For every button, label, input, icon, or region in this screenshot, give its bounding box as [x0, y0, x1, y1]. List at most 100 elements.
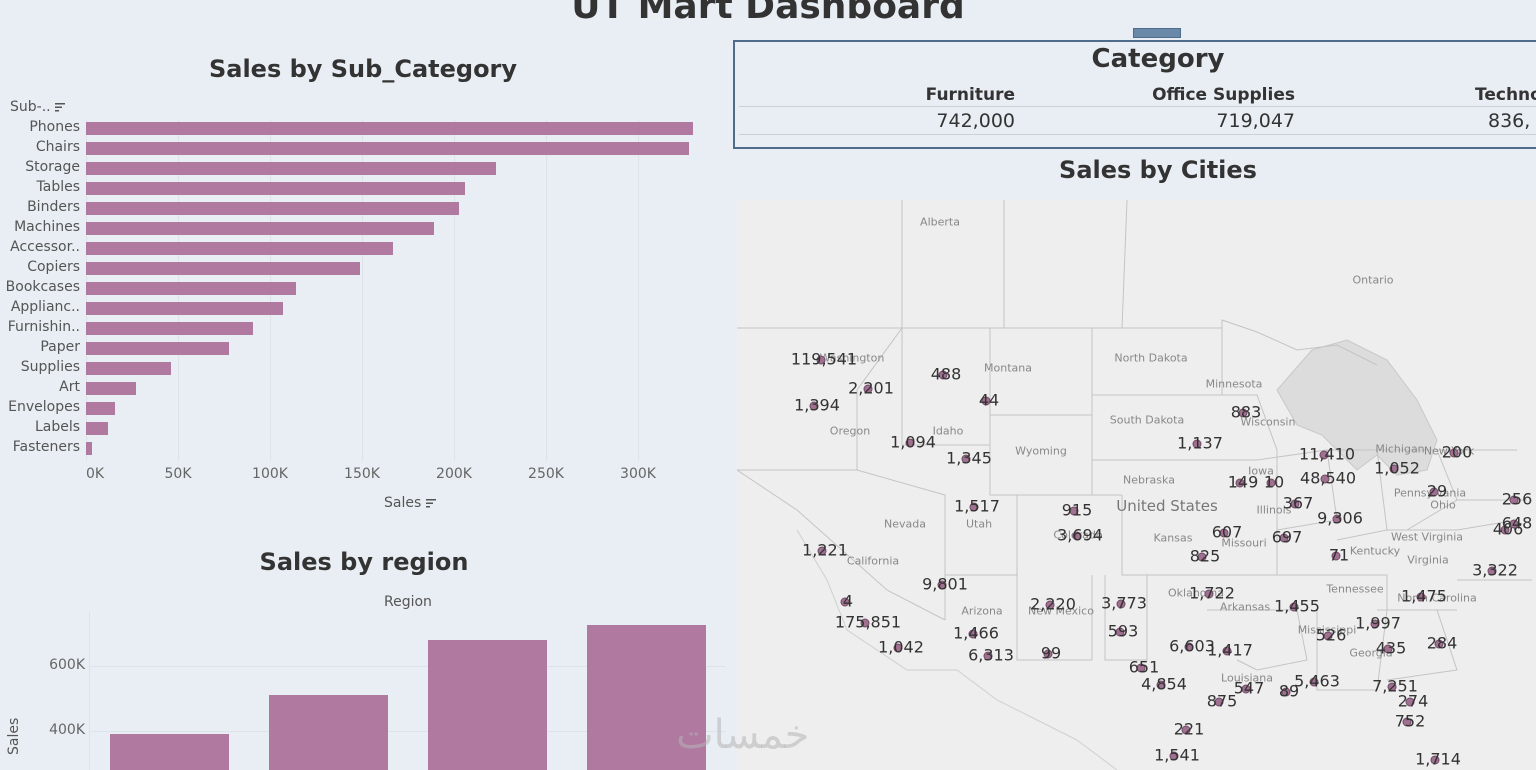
subcat-bar[interactable] [86, 322, 253, 335]
subcat-bar[interactable] [86, 302, 283, 315]
subcat-bar[interactable] [86, 242, 393, 255]
city-marker[interactable] [1487, 566, 1497, 576]
region-bar[interactable] [110, 733, 229, 770]
subcat-bar[interactable] [86, 162, 496, 175]
subcat-bar[interactable] [86, 142, 689, 155]
city-sales-label[interactable]: 1,042 [878, 637, 924, 657]
city-sales-label[interactable]: 593 [1107, 621, 1139, 641]
city-marker[interactable] [1320, 474, 1330, 484]
subcat-category-label[interactable]: Applianc.. [10, 299, 80, 315]
subcat-bar[interactable] [86, 422, 108, 435]
city-sales-label[interactable]: 1,052 [1374, 458, 1420, 478]
city-sales-label[interactable]: 1,541 [1154, 745, 1200, 765]
subcat-category-label[interactable]: Binders [27, 199, 80, 215]
city-sales-label[interactable]: 9,801 [922, 574, 968, 594]
city-sales-label[interactable]: 71 [1328, 545, 1350, 565]
city-sales-label[interactable]: 7,251 [1372, 676, 1418, 696]
city-marker[interactable] [1332, 514, 1342, 524]
city-sales-label[interactable]: 99 [1040, 643, 1062, 663]
city-marker[interactable] [1430, 755, 1440, 765]
category-col-technology[interactable]: Techno [1475, 85, 1536, 105]
city-marker[interactable] [1416, 592, 1426, 602]
city-marker[interactable] [1136, 663, 1146, 673]
city-marker[interactable] [1290, 499, 1300, 509]
subcat-bar[interactable] [86, 282, 296, 295]
city-marker[interactable] [938, 370, 948, 380]
subcat-bar[interactable] [86, 442, 92, 455]
city-sales-label[interactable]: 119,541 [790, 349, 858, 369]
city-sales-label[interactable]: 883 [1230, 402, 1262, 422]
city-marker[interactable] [840, 597, 850, 607]
subcat-bar[interactable] [86, 122, 693, 135]
category-col-furniture[interactable]: Furniture [925, 85, 1015, 105]
city-sales-label[interactable]: 6,313 [968, 645, 1014, 665]
city-marker[interactable] [817, 546, 827, 556]
city-marker[interactable] [1214, 697, 1224, 707]
city-marker[interactable] [969, 502, 979, 512]
city-marker[interactable] [1449, 448, 1459, 458]
subcat-bar[interactable] [86, 362, 171, 375]
city-sales-label[interactable]: 221 [1173, 719, 1205, 739]
city-marker[interactable] [1402, 717, 1412, 727]
subcat-bar[interactable] [86, 262, 360, 275]
subcat-category-label[interactable]: Copiers [27, 259, 80, 275]
city-marker[interactable] [1116, 599, 1126, 609]
subcat-bar[interactable] [86, 402, 115, 415]
city-marker[interactable] [1289, 602, 1299, 612]
city-marker[interactable] [1045, 600, 1055, 610]
city-marker[interactable] [1331, 551, 1341, 561]
subcat-category-label[interactable]: Paper [40, 339, 80, 355]
city-marker[interactable] [1281, 687, 1291, 697]
city-marker[interactable] [1222, 646, 1232, 656]
city-sales-label[interactable]: 284 [1426, 633, 1458, 653]
subcat-header[interactable]: Sub-.. [10, 99, 66, 115]
city-sales-label[interactable]: 11,410 [1299, 444, 1355, 464]
city-sales-label[interactable]: 367 [1282, 493, 1314, 513]
city-sales-label[interactable]: 89 [1278, 681, 1300, 701]
subcat-category-label[interactable]: Accessor.. [10, 239, 80, 255]
city-marker[interactable] [1323, 631, 1333, 641]
city-sales-label[interactable]: 488 [930, 364, 962, 384]
city-marker[interactable] [1072, 531, 1082, 541]
city-sales-label[interactable]: 1,137 [1177, 433, 1223, 453]
city-marker[interactable] [1309, 677, 1319, 687]
city-marker[interactable] [961, 454, 971, 464]
city-sales-label[interactable]: 5,463 [1294, 671, 1340, 691]
sales-by-cities-map[interactable]: Alberta Ontario Washington Montana North Dak… [737, 200, 1536, 770]
subcat-x-axis-title[interactable]: Sales [384, 495, 436, 511]
drag-handle[interactable] [1133, 28, 1181, 38]
category-value-technology[interactable]: 836, [1488, 110, 1531, 132]
subcat-category-label[interactable]: Art [59, 379, 80, 395]
city-marker[interactable] [1181, 725, 1191, 735]
city-sales-label[interactable]: 651 [1128, 657, 1160, 677]
subcat-category-label[interactable]: Phones [29, 119, 80, 135]
city-marker[interactable] [1069, 506, 1079, 516]
subcat-bar[interactable] [86, 182, 465, 195]
city-sales-label[interactable]: 274 [1397, 691, 1429, 711]
city-sales-label[interactable]: 435 [1375, 638, 1407, 658]
city-marker[interactable] [1389, 464, 1399, 474]
city-sales-label[interactable]: 697 [1271, 527, 1303, 547]
city-sales-label[interactable]: 3,694 [1057, 525, 1103, 545]
city-sales-label[interactable]: 200 [1441, 442, 1473, 462]
city-sales-label[interactable]: 526 [1315, 625, 1347, 645]
city-marker[interactable] [809, 401, 819, 411]
city-sales-label[interactable]: 1,345 [946, 448, 992, 468]
city-marker[interactable] [1156, 680, 1166, 690]
subcat-bar[interactable] [86, 382, 136, 395]
city-marker[interactable] [937, 580, 947, 590]
city-sales-label[interactable]: 1,221 [802, 540, 848, 560]
city-marker[interactable] [893, 643, 903, 653]
city-sales-label[interactable]: 1,475 [1401, 586, 1447, 606]
category-value-furniture[interactable]: 742,000 [936, 110, 1015, 132]
city-marker[interactable] [981, 396, 991, 406]
city-marker[interactable] [1219, 528, 1229, 538]
city-marker[interactable] [1387, 682, 1397, 692]
city-sales-label[interactable]: 1,466 [953, 623, 999, 643]
subcat-category-label[interactable]: Labels [34, 419, 80, 435]
subcat-bar[interactable] [86, 202, 459, 215]
city-sales-label[interactable]: 752 [1394, 711, 1426, 731]
city-sales-label[interactable]: 648 [1501, 513, 1533, 533]
city-sales-label[interactable]: 175,851 [834, 612, 902, 632]
city-sales-label[interactable]: 915 [1061, 500, 1093, 520]
